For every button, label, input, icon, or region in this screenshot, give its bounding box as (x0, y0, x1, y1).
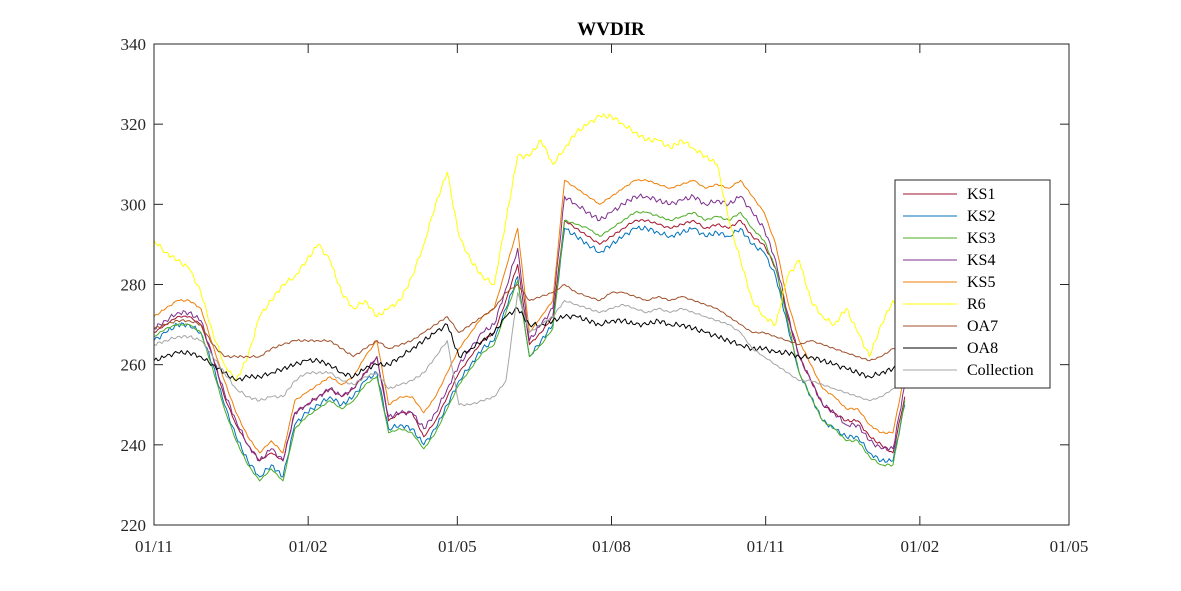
series-line-ks3 (153, 211, 906, 482)
x-tick-label: 01/05 (438, 537, 477, 556)
series-line-ks4 (153, 193, 906, 462)
legend-box (894, 179, 1051, 389)
y-tick-label: 300 (121, 195, 147, 214)
y-tick-label: 260 (121, 356, 147, 375)
x-tick-label: 01/02 (900, 537, 939, 556)
x-tick-label: 01/11 (135, 537, 173, 556)
plot-frame (153, 43, 1070, 526)
series-line-oa8 (153, 307, 905, 382)
series-lines (153, 113, 906, 482)
y-tick-label: 240 (121, 436, 147, 455)
legend-label-ks3: KS3 (967, 230, 995, 247)
y-tick-label: 320 (121, 115, 147, 134)
y-tick-label: 280 (121, 276, 147, 295)
x-tick-label: 01/02 (289, 537, 328, 556)
chart-title: WVDIR (577, 19, 645, 40)
legend-label-ks1: KS1 (967, 186, 995, 203)
x-tick-label: 01/08 (592, 537, 631, 556)
y-tick-label: 220 (121, 516, 147, 535)
legend-label-collection: Collection (967, 362, 1034, 379)
x-tick-label: 01/11 (747, 537, 785, 556)
series-line-collection (153, 292, 906, 407)
x-axis: 01/11 01/02 01/05 01/08 01/11 01/02 01/05 (135, 44, 1088, 556)
legend-label-oa7: OA7 (967, 318, 998, 335)
series-line-oa7 (153, 284, 905, 362)
x-tick-label: 01/05 (1050, 537, 1089, 556)
series-line-r6 (153, 113, 905, 382)
legend-label-oa8: OA8 (967, 340, 998, 357)
legend-label-ks5: KS5 (967, 274, 995, 291)
legend-label-ks2: KS2 (967, 208, 995, 225)
legend-label-ks4: KS4 (967, 252, 995, 269)
legend-label-r6: R6 (967, 296, 986, 313)
legend: KS1 KS2 KS3 KS4 KS5 R6 OA7 OA8 Collection (894, 179, 1051, 389)
y-tick-label: 340 (121, 35, 147, 54)
y-axis: 220 240 260 280 300 320 340 (121, 35, 1069, 535)
